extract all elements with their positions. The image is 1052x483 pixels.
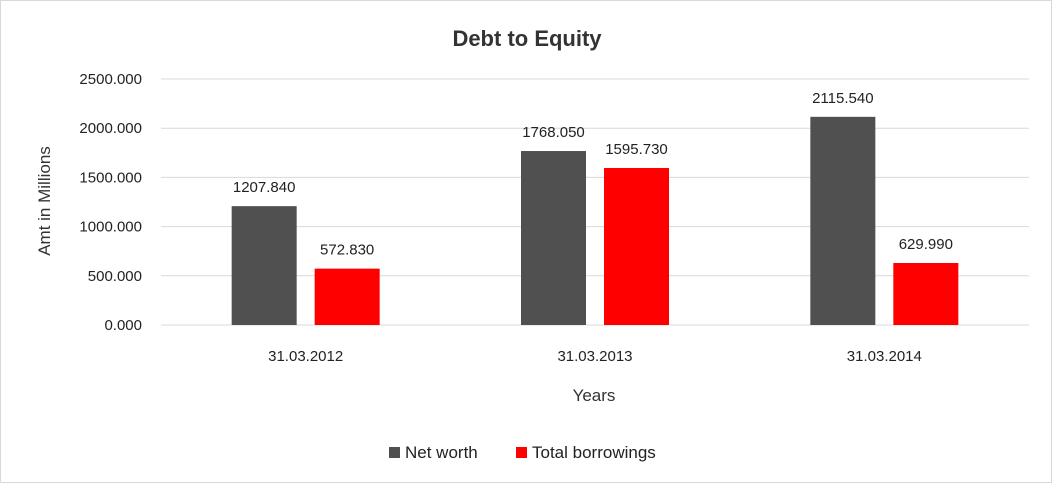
data-label: 629.990 xyxy=(899,236,953,253)
y-axis-ticks: 0.000 500.000 1000.000 1500.000 2000.000 2500… xyxy=(79,71,142,334)
data-label: 1768.050 xyxy=(522,124,585,141)
x-tick-label: 31.03.2014 xyxy=(847,348,922,365)
bar-net-worth xyxy=(810,116,876,325)
legend-label: Net worth xyxy=(405,443,478,462)
y-axis-label: Amt in Millions xyxy=(35,146,54,256)
bar-net-worth xyxy=(231,206,297,325)
legend-label: Total borrowings xyxy=(532,443,656,462)
data-labels: 1207.840 572.830 1768.050 1595.730 2115.540 6… xyxy=(233,90,953,259)
bars xyxy=(231,116,959,325)
x-tick-label: 31.03.2013 xyxy=(557,348,632,365)
y-tick-label: 500.000 xyxy=(88,268,142,285)
y-tick-label: 2500.000 xyxy=(79,71,142,88)
bar-net-worth xyxy=(521,151,586,325)
legend-swatch xyxy=(516,447,527,458)
chart-title: Debt to Equity xyxy=(452,26,602,51)
x-tick-label: 31.03.2012 xyxy=(268,348,343,365)
bar-total-borrowings xyxy=(604,167,669,325)
gridlines xyxy=(161,78,1029,326)
bar-total-borrowings xyxy=(314,268,380,325)
x-axis-label: Years xyxy=(573,386,616,405)
x-axis-ticks: 31.03.2012 31.03.2013 31.03.2014 xyxy=(268,348,922,365)
y-tick-label: 2000.000 xyxy=(79,120,142,137)
y-tick-label: 1500.000 xyxy=(79,169,142,186)
data-label: 572.830 xyxy=(320,242,374,259)
y-tick-label: 0.000 xyxy=(104,317,142,334)
legend-swatch xyxy=(389,447,400,458)
data-label: 1207.840 xyxy=(233,179,296,196)
bar-total-borrowings xyxy=(893,263,959,325)
legend: Net worth Total borrowings xyxy=(389,443,656,462)
data-label: 2115.540 xyxy=(812,90,873,107)
y-tick-label: 1000.000 xyxy=(79,219,142,236)
data-label: 1595.730 xyxy=(605,141,668,158)
